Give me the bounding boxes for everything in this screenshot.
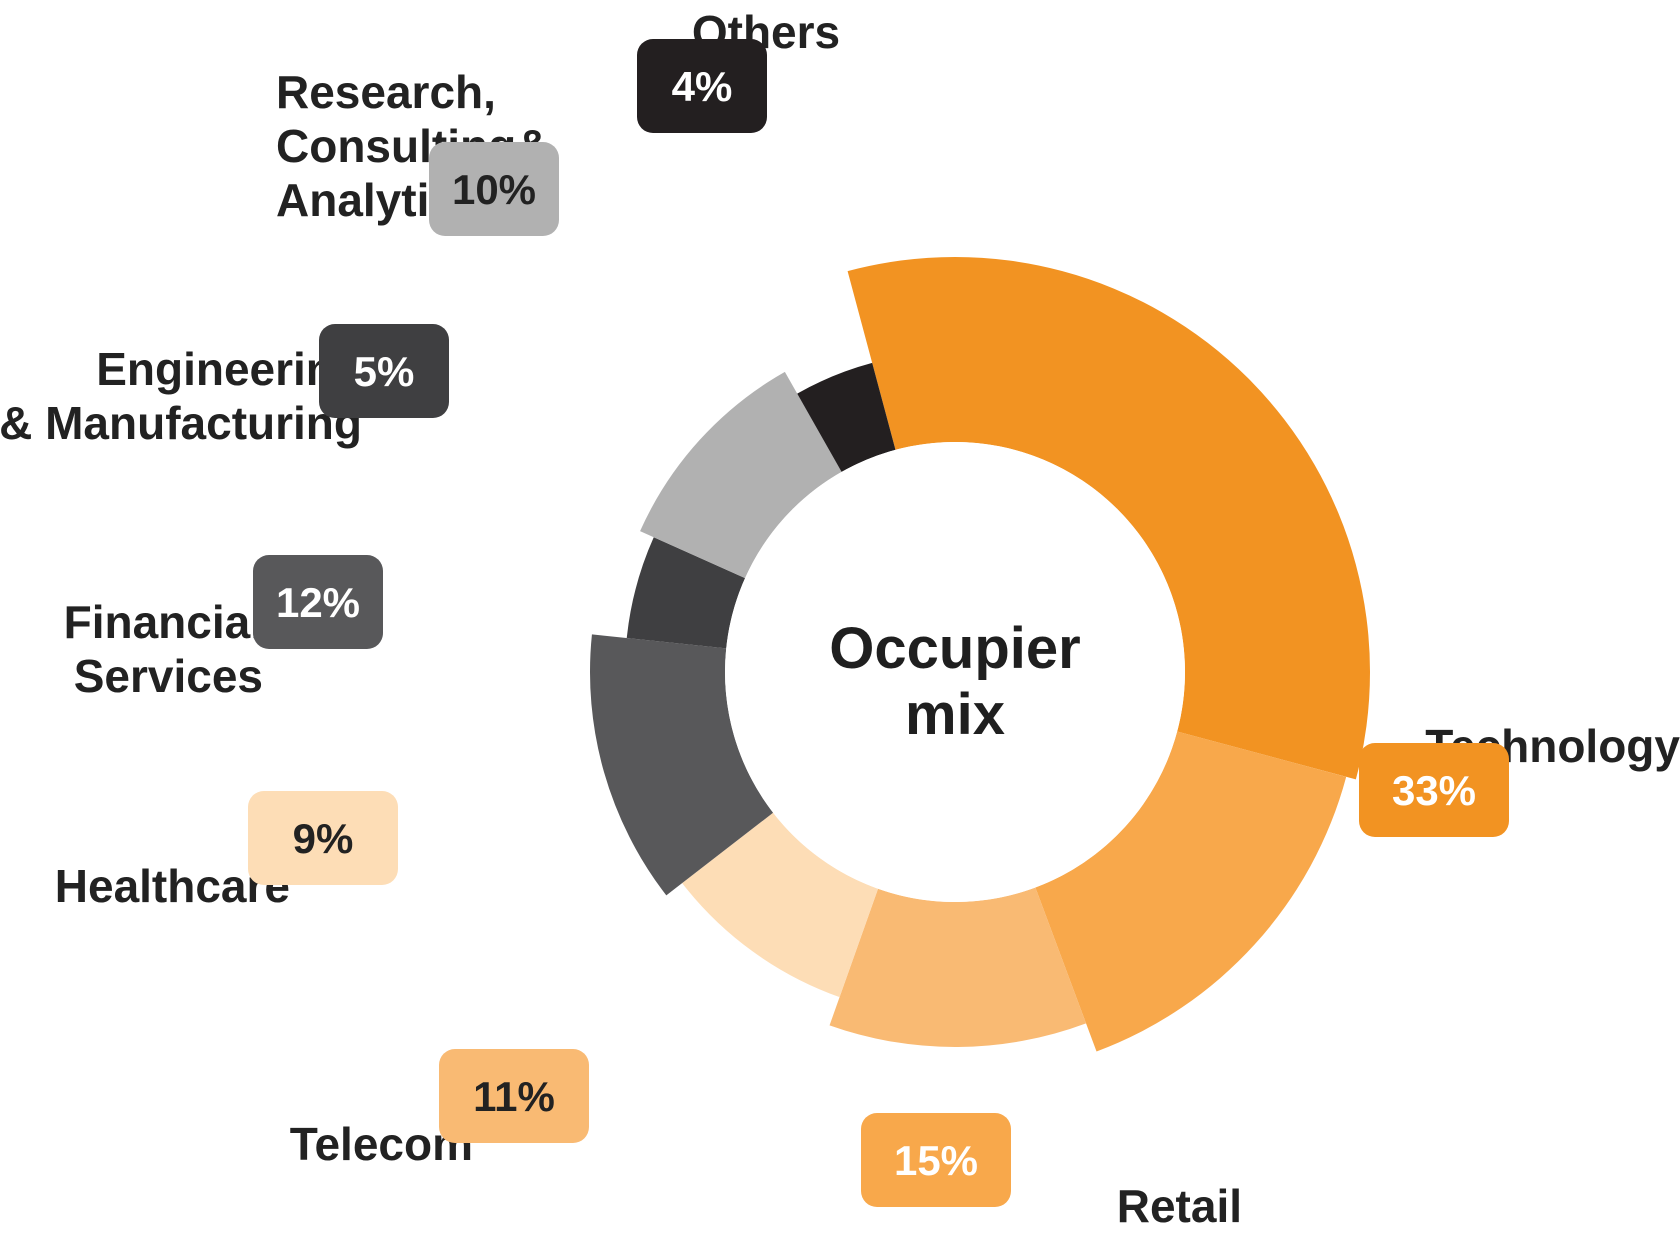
slice-technology — [847, 256, 1371, 780]
slice-engineering-manufacturing — [626, 537, 746, 649]
badge-others: 4% — [637, 39, 767, 133]
badge-healthcare: 9% — [248, 791, 398, 885]
slice-healthcare — [682, 812, 879, 998]
value-label-telecom: 11% — [473, 1073, 555, 1120]
slice-telecom — [829, 887, 1087, 1047]
slice-research-consulting-analytics — [640, 371, 842, 579]
badge-financial-services: 12% — [253, 555, 383, 649]
label-retail: Retail — [1117, 1180, 1242, 1232]
value-label-others: 4% — [672, 63, 733, 110]
value-label-engineering-manufacturing: 5% — [354, 348, 415, 395]
value-label-healthcare: 9% — [293, 815, 354, 862]
donut-hole — [725, 442, 1185, 902]
label-financial-services: Financial Services — [64, 596, 263, 702]
badge-retail: 15% — [861, 1113, 1011, 1207]
slice-financial-services — [590, 634, 774, 896]
value-label-retail: 15% — [894, 1137, 978, 1184]
value-label-technology: 33% — [1392, 767, 1476, 814]
slice-others — [797, 362, 896, 472]
value-label-research-consulting-analytics: 10% — [452, 166, 536, 213]
center-title: Occupier mix — [829, 616, 1080, 747]
badge-technology: 33% — [1359, 743, 1509, 837]
label-engineering-manufacturing: Engineering & Manufacturing — [0, 343, 362, 449]
value-label-financial-services: 12% — [276, 579, 360, 626]
badge-research-consulting-analytics: 10% — [429, 142, 559, 236]
slice-retail — [1035, 731, 1347, 1052]
badge-telecom: 11% — [439, 1049, 589, 1143]
badge-engineering-manufacturing: 5% — [319, 324, 449, 418]
